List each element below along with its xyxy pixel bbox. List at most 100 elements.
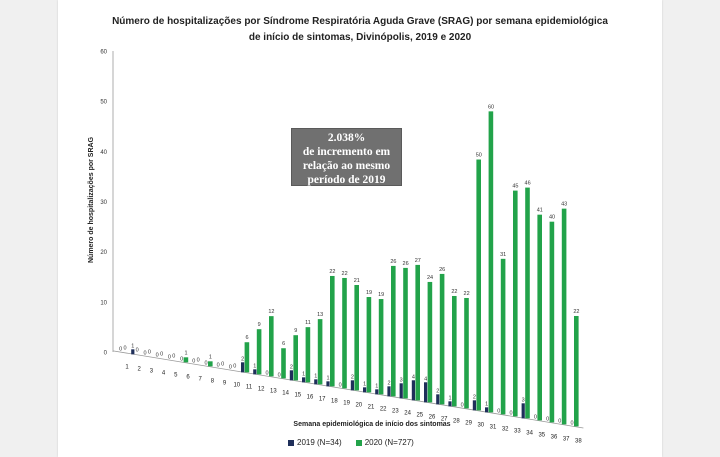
data-label-2019: 0 [546,416,549,422]
bar-2020 [354,284,359,391]
data-label-2019: 0 [204,360,207,366]
bar-2019 [424,382,428,403]
bar-2020 [549,221,555,423]
data-label-2020: 0 [148,349,151,355]
bar-2019 [399,383,403,399]
bar-2020 [293,335,298,381]
x-tick-label: 24 [404,410,411,416]
data-label-2019: 0 [180,356,183,362]
x-tick-label: 1 [125,364,129,370]
x-tick-label: 31 [490,424,497,430]
data-label-2019: 1 [448,395,451,401]
bar-2019 [363,387,367,393]
data-label-2020: 22 [464,291,470,297]
y-tick-label: 20 [100,250,107,256]
data-label-2019: 2 [241,356,244,362]
legend-item-2019: 2019 (N=34) [288,438,342,447]
x-tick-label: 33 [514,428,521,434]
data-label-2020: 22 [342,271,348,277]
data-label-2020: 26 [403,261,409,267]
bar-2019 [375,389,379,395]
bar-2019 [448,401,452,407]
data-label-2019: 1 [375,383,378,389]
annotation-line-2: de incremento em [302,146,391,158]
legend-swatch-2020 [355,439,362,446]
bar-2020 [561,208,567,425]
x-axis-label: Semana epidemiológica de início dos sint… [293,421,450,428]
bar-2019 [241,362,245,373]
x-axis-line [112,350,584,429]
bar-2020 [488,111,494,413]
data-label-2020: 19 [378,292,384,298]
data-label-2019: 0 [229,364,232,370]
y-axis-label: Número de hospitalizações por SRAG [88,136,95,263]
bar-2019 [289,370,293,381]
x-tick-label: 10 [233,382,240,388]
data-label-2019: 0 [119,346,122,352]
x-tick-label: 26 [429,414,436,420]
y-tick-label: 40 [100,150,107,156]
x-tick-label: 38 [575,438,582,444]
data-label-2020: 1 [184,350,187,356]
bar-2020 [500,258,506,415]
data-label-2019: 0 [461,402,464,408]
x-tick-label: 35 [538,432,545,438]
data-label-2020: 50 [476,153,482,159]
data-label-2020: 22 [573,309,579,315]
x-tick-label: 20 [355,402,362,408]
increment-annotation: 2.038% de incremento em relação ao mesmo… [291,128,402,186]
data-label-2019: 1 [363,381,366,387]
bar-2020 [525,187,530,419]
x-tick-label: 19 [343,400,350,406]
bar-2020 [317,319,323,385]
legend-label-2019: 2019 (N=34) [297,438,342,447]
bar-2020 [415,264,420,401]
data-label-2020: 26 [390,259,396,265]
bar-2020 [183,357,189,363]
bar-2020 [439,273,445,405]
chart-title: Número de hospitalizações por Síndrome R… [58,14,662,46]
data-label-2019: 0 [265,370,268,376]
data-label-2020: 0 [136,347,139,353]
x-tick-label: 7 [199,376,203,382]
x-tick-label: 12 [258,386,265,392]
legend-item-2020: 2020 (N=727) [355,438,414,447]
bar-2020 [427,281,433,403]
data-label-2019: 0 [509,410,512,416]
x-tick-label: 17 [319,396,326,402]
data-label-2019: 2 [290,364,293,370]
x-tick-label: 28 [453,418,460,424]
bar-2020 [342,277,347,389]
data-label-2019: 0 [143,350,146,356]
data-label-2019: 2 [436,388,439,394]
data-label-2019: 1 [131,343,134,349]
legend-swatch-2019 [288,439,294,446]
bar-2020 [244,342,250,373]
data-label-2019: 3 [522,397,525,403]
annotation-line-1: 2.038% [327,132,366,144]
bar-2019 [326,381,330,387]
data-label-2020: 26 [439,267,445,273]
data-label-2020: 0 [197,357,200,363]
data-label-2020: 9 [258,322,261,328]
bar-2020 [378,299,384,395]
data-label-2019: 0 [558,418,561,424]
annotation-line-3: relação ao mesmo [302,160,391,172]
data-label-2019: 4 [424,376,427,382]
x-tick-label: 32 [502,426,509,432]
x-tick-label: 25 [416,412,423,418]
x-tick-label: 3 [150,368,154,374]
data-label-2020: 0 [160,351,163,357]
data-label-2020: 13 [317,312,323,318]
data-label-2020: 11 [305,320,311,326]
data-label-2020: 40 [549,215,555,221]
annotation-line-4: período de 2019 [307,174,386,186]
data-label-2020: 60 [488,104,494,110]
data-label-2019: 4 [412,374,415,380]
x-tick-label: 16 [307,394,314,400]
x-tick-label: 15 [294,392,301,398]
bar-2020 [269,316,274,377]
bar-2020 [513,190,518,417]
data-label-2019: 0 [534,414,537,420]
